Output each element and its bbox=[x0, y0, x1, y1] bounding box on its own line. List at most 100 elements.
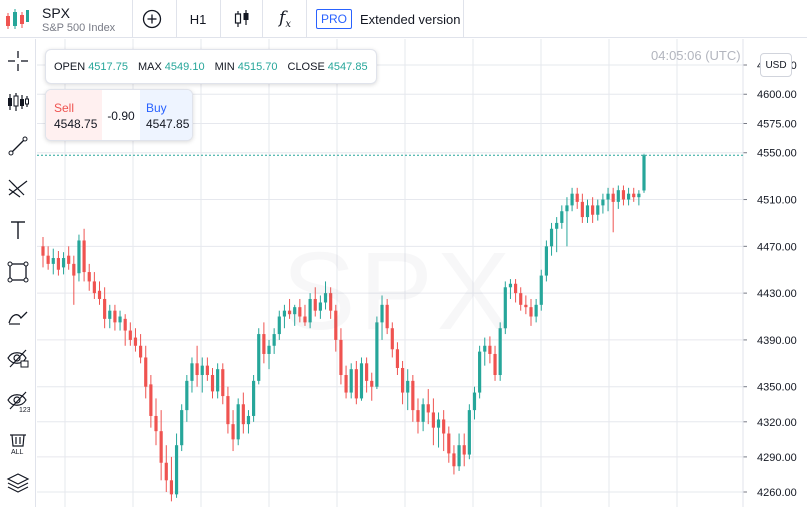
candle-body bbox=[416, 410, 420, 422]
candles-tool[interactable] bbox=[4, 88, 32, 116]
y-tick-label: 4575.00 bbox=[757, 118, 797, 130]
text-tool[interactable] bbox=[4, 216, 32, 244]
candle-body bbox=[123, 318, 127, 331]
candle-body bbox=[308, 298, 312, 323]
candle-body bbox=[637, 193, 641, 198]
candle-body bbox=[56, 258, 61, 270]
open-value: 4517.75 bbox=[88, 60, 128, 73]
candle-body bbox=[97, 290, 102, 299]
candle-body bbox=[241, 404, 245, 425]
candle-body bbox=[544, 246, 548, 276]
server-clock: 04:05:06 (UTC) bbox=[651, 48, 741, 63]
compare-button[interactable] bbox=[140, 0, 164, 38]
candle-body bbox=[632, 193, 636, 198]
candle-body bbox=[221, 369, 225, 397]
candle-body bbox=[267, 345, 271, 354]
close-label: CLOSE bbox=[287, 60, 325, 73]
candle-body bbox=[226, 396, 230, 425]
candle-body bbox=[169, 480, 174, 495]
candle-body bbox=[180, 410, 184, 446]
candle-body bbox=[128, 330, 132, 340]
candle-body bbox=[195, 363, 199, 376]
candle-body bbox=[626, 193, 631, 200]
candle-body bbox=[144, 357, 148, 387]
currency-button[interactable]: USD bbox=[760, 53, 792, 77]
extended-version-label: Extended version bbox=[360, 11, 461, 27]
candles-icon bbox=[8, 93, 29, 111]
symbol-watermark: SPX bbox=[282, 230, 515, 353]
candle-body bbox=[323, 293, 328, 303]
candle-body bbox=[293, 307, 297, 315]
fib-tool[interactable] bbox=[4, 173, 32, 201]
candle-body bbox=[380, 304, 384, 323]
y-tick-label: 4430.00 bbox=[757, 288, 797, 300]
candle-body bbox=[282, 310, 287, 317]
candle-body bbox=[154, 415, 158, 432]
candle-body bbox=[616, 190, 620, 202]
candle-body bbox=[478, 351, 482, 393]
buy-button[interactable]: Buy 4547.85 bbox=[140, 90, 192, 140]
toolbar-divider bbox=[306, 0, 307, 38]
candle-body bbox=[498, 328, 502, 376]
candle-body bbox=[447, 433, 451, 454]
hide-drawings-tool[interactable] bbox=[4, 344, 32, 372]
candle-body bbox=[313, 298, 317, 311]
candle-body bbox=[575, 193, 579, 202]
candle-body bbox=[231, 424, 235, 440]
candle-body bbox=[457, 445, 461, 467]
sell-button[interactable]: Sell 4548.75 bbox=[46, 90, 102, 140]
rectangle-tool[interactable] bbox=[4, 258, 32, 286]
y-tick-label: 4510.00 bbox=[757, 195, 797, 207]
candle-body bbox=[41, 246, 45, 256]
candle-body bbox=[287, 310, 292, 315]
interval-button[interactable]: H1 bbox=[182, 0, 214, 38]
candle-body bbox=[390, 328, 394, 350]
interval-label: H1 bbox=[189, 11, 207, 27]
candle-body bbox=[421, 404, 425, 422]
max-label: MAX bbox=[137, 60, 162, 73]
candle-body bbox=[529, 307, 533, 317]
layers-tool[interactable] bbox=[4, 469, 32, 497]
hide-indicators-tool[interactable]: 123 bbox=[4, 387, 32, 415]
remove-all-tool[interactable]: ALL bbox=[4, 429, 32, 457]
candle-body bbox=[133, 337, 138, 346]
trendline-tool[interactable] bbox=[4, 132, 32, 160]
svg-text:123: 123 bbox=[19, 407, 30, 413]
candle-body bbox=[483, 345, 487, 352]
candle-body bbox=[431, 412, 435, 428]
sell-label: Sell bbox=[54, 101, 75, 115]
candle-body bbox=[580, 201, 584, 218]
y-tick-label: 4470.00 bbox=[757, 241, 797, 253]
candle-body bbox=[375, 322, 379, 387]
crosshair-tool[interactable] bbox=[4, 47, 32, 75]
candle-body bbox=[185, 380, 189, 411]
candle-body bbox=[87, 272, 91, 282]
candle-body bbox=[334, 310, 338, 340]
fib-icon bbox=[8, 179, 28, 198]
candle-body bbox=[246, 415, 251, 425]
buy-price: 4547.85 bbox=[146, 117, 190, 131]
chart-area[interactable]: 4625.004600.004575.004550.004510.004470.… bbox=[37, 39, 807, 507]
candle-body bbox=[46, 255, 50, 264]
function-fx-icon: fx bbox=[279, 8, 291, 30]
indicators-button[interactable]: fx bbox=[272, 0, 298, 38]
candle-body bbox=[72, 263, 76, 276]
candle-body bbox=[555, 222, 559, 229]
y-tick-label: 4550.00 bbox=[757, 148, 797, 160]
top-toolbar: SPX S&P 500 Index H1 fx PRO Extended ver… bbox=[0, 0, 807, 38]
extended-version-button[interactable]: PRO Extended version bbox=[316, 0, 462, 38]
candle-body bbox=[164, 462, 168, 481]
candle-body bbox=[200, 365, 204, 376]
brush-tool[interactable] bbox=[4, 302, 32, 330]
candle-body bbox=[149, 384, 153, 416]
candle-body bbox=[395, 349, 400, 368]
candle-body bbox=[570, 193, 574, 206]
candle-body bbox=[365, 363, 369, 381]
candle-body bbox=[103, 298, 107, 319]
chart-type-button[interactable] bbox=[230, 0, 254, 38]
candle-body bbox=[252, 380, 256, 416]
symbol-selector[interactable]: SPX S&P 500 Index bbox=[42, 5, 115, 35]
candle-body bbox=[565, 205, 569, 212]
candle-body bbox=[318, 302, 322, 311]
price-chart[interactable]: 4625.004600.004575.004550.004510.004470.… bbox=[37, 39, 807, 507]
